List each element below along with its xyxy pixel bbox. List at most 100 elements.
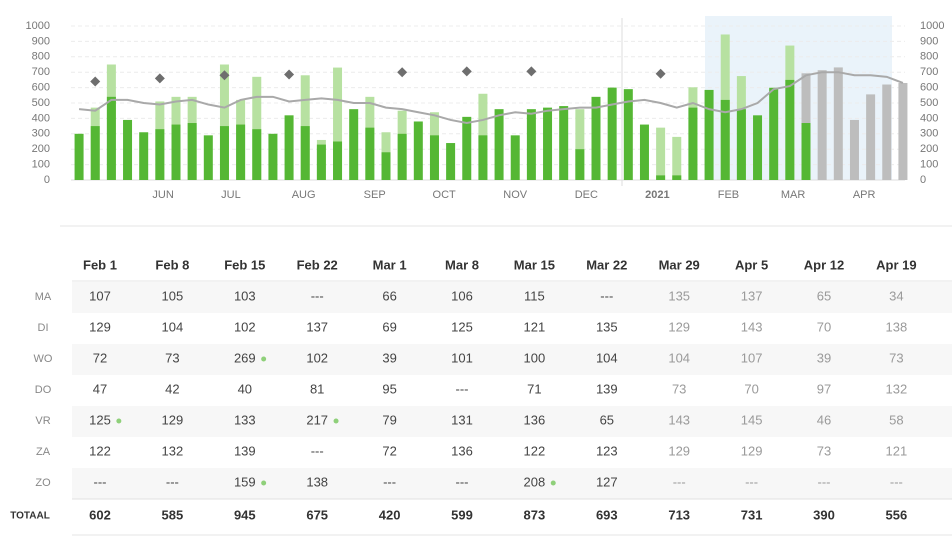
bar: [462, 116, 472, 180]
bar: [833, 67, 843, 180]
x-tick-label: APR: [853, 189, 876, 201]
cell: 65: [817, 288, 831, 303]
row-band: [72, 344, 952, 375]
y-tick-label: 900: [32, 35, 50, 47]
marker: [284, 69, 295, 80]
row-band: [72, 282, 952, 313]
cell: 269: [234, 350, 256, 365]
column-header: Apr 19: [876, 257, 916, 272]
cell: 122: [89, 443, 111, 458]
cell: 100: [524, 350, 546, 365]
cell: 58: [889, 412, 903, 427]
bar: [526, 109, 536, 180]
cell-dot: [116, 418, 122, 424]
bar: [559, 106, 569, 180]
bar: [866, 94, 876, 180]
cell: 137: [741, 288, 763, 303]
bar: [187, 123, 197, 180]
cell: 138: [306, 474, 328, 489]
cell: 145: [741, 412, 763, 427]
bar: [510, 135, 520, 180]
bar: [446, 143, 456, 180]
cell: 42: [165, 381, 179, 396]
cell: 73: [817, 443, 831, 458]
y2-tick-label: 900: [920, 35, 938, 47]
cell: 66: [382, 288, 396, 303]
marker: [526, 66, 537, 77]
bar: [639, 124, 649, 180]
cell: 129: [668, 319, 690, 334]
row-label: ZO: [35, 477, 51, 489]
bar: [106, 96, 116, 180]
bar: [575, 149, 585, 180]
y2-tick-label: 800: [920, 51, 938, 63]
bar: [413, 121, 423, 180]
cell: 420: [379, 507, 401, 522]
bar: [817, 70, 827, 180]
bar: [397, 133, 407, 180]
bar: [543, 107, 553, 180]
cell: 105: [162, 288, 184, 303]
cell-dot: [261, 356, 267, 362]
row-label: DO: [35, 384, 52, 396]
cell: 135: [668, 288, 690, 303]
bar: [575, 109, 585, 180]
bar: [801, 123, 811, 180]
y-tick-label: 1000: [26, 20, 50, 32]
y-tick-label: 600: [32, 82, 50, 94]
x-tick-label: DEC: [575, 189, 598, 201]
row-label: WO: [34, 353, 53, 365]
cell: 137: [306, 319, 328, 334]
cell: 81: [310, 381, 324, 396]
column-header: Mar 29: [659, 257, 700, 272]
bar: [333, 67, 343, 180]
cell: 72: [382, 443, 396, 458]
x-tick-label: 2021: [645, 189, 669, 201]
cell: 599: [451, 507, 473, 522]
bar: [365, 127, 375, 180]
cell: 106: [451, 288, 473, 303]
cell: ---: [456, 474, 469, 489]
x-tick-label: SEP: [364, 189, 386, 201]
marker: [154, 73, 165, 84]
marker: [461, 66, 472, 77]
cell-dot: [333, 418, 339, 424]
column-header: Mar 1: [373, 257, 407, 272]
bar: [720, 99, 730, 180]
bar: [333, 141, 343, 180]
cell: 131: [451, 412, 473, 427]
cell: 121: [886, 443, 908, 458]
x-tick-label: MAR: [781, 189, 806, 201]
cell: 73: [165, 350, 179, 365]
cell: 104: [162, 319, 184, 334]
marker: [219, 70, 230, 81]
cell: 129: [162, 412, 184, 427]
cell: 69: [382, 319, 396, 334]
cell: 132: [162, 443, 184, 458]
bar: [898, 82, 908, 180]
y2-tick-label: 0: [920, 174, 926, 186]
cell: 129: [668, 443, 690, 458]
cell: 143: [668, 412, 690, 427]
cell: ---: [94, 474, 107, 489]
bar: [494, 109, 504, 180]
cell: 39: [817, 350, 831, 365]
cell: 73: [889, 350, 903, 365]
bar: [74, 133, 84, 180]
cell: ---: [818, 474, 831, 489]
cell: 70: [744, 381, 758, 396]
y-tick-label: 700: [32, 66, 50, 78]
y2-tick-label: 500: [920, 97, 938, 109]
y-tick-label: 100: [32, 159, 50, 171]
cell: 135: [596, 319, 618, 334]
cell: 138: [886, 319, 908, 334]
bar: [284, 115, 294, 180]
row-band: [72, 406, 952, 437]
cell: 390: [813, 507, 835, 522]
row-label: DI: [38, 322, 49, 334]
cell: 39: [382, 350, 396, 365]
cell: 95: [382, 381, 396, 396]
bar: [769, 87, 779, 180]
bar: [882, 84, 892, 180]
